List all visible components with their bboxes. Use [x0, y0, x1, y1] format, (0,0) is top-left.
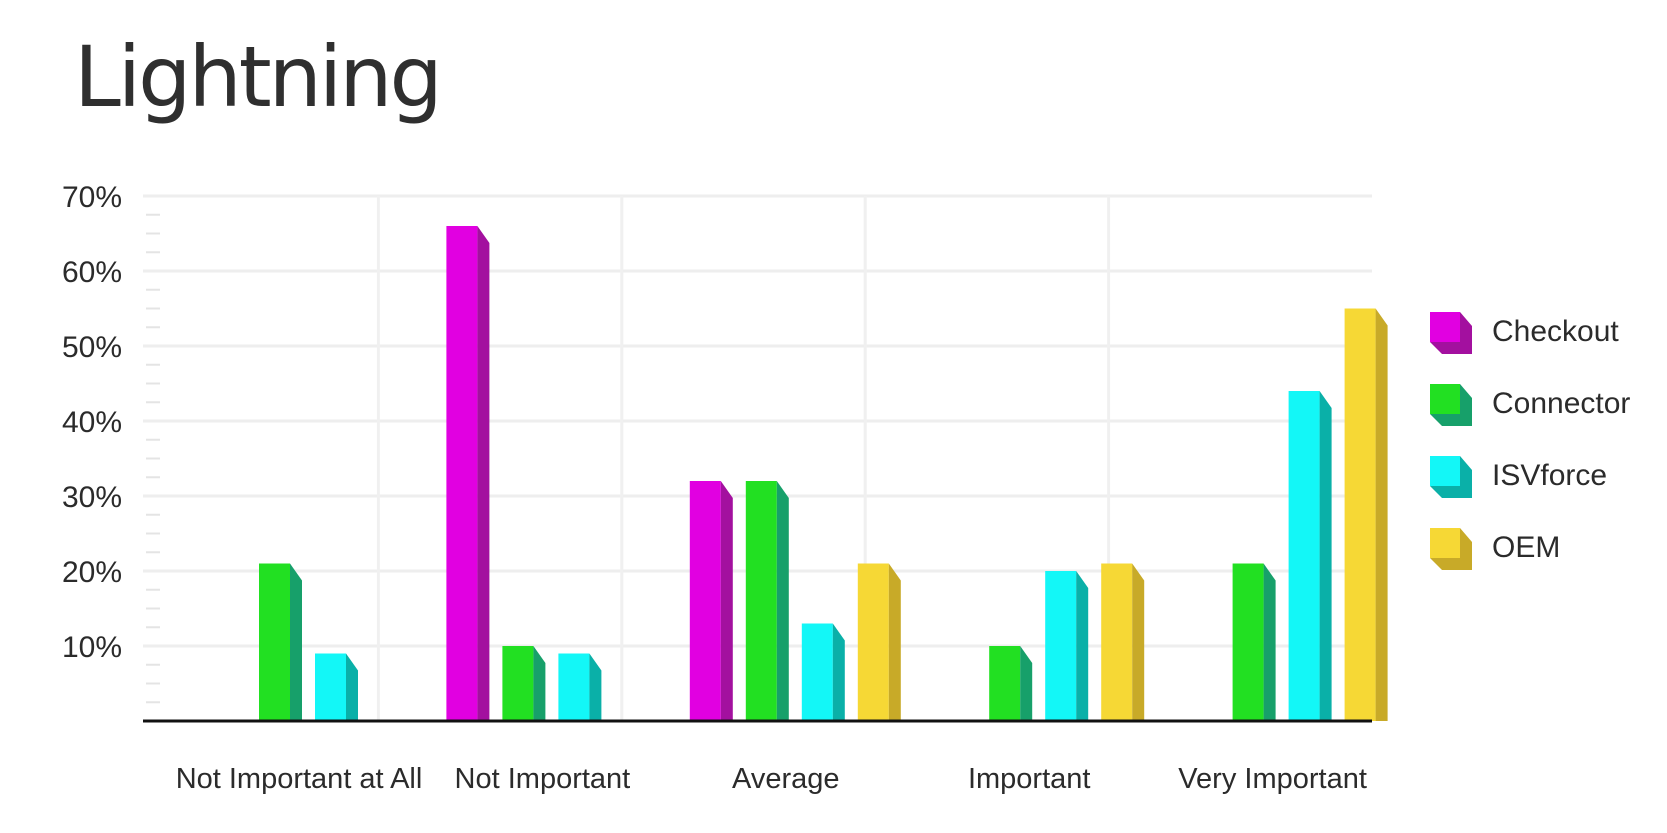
bar-front: [1101, 563, 1133, 721]
chart-title: Lightning: [74, 28, 443, 126]
legend-item: ISVforce: [1430, 456, 1607, 498]
bar: [1232, 563, 1276, 721]
bar: [1101, 563, 1145, 721]
y-tick-label: 50%: [62, 331, 122, 364]
bar-front: [989, 646, 1021, 721]
legend-swatch: [1430, 384, 1460, 414]
bar-side: [477, 226, 490, 721]
bar-front: [259, 563, 290, 721]
bars: [259, 226, 1388, 721]
bar: [1344, 308, 1388, 721]
x-category-label: Important: [968, 763, 1091, 795]
bar: [801, 623, 845, 721]
legend-swatch: [1430, 312, 1460, 342]
bar-front: [1344, 308, 1376, 721]
bar: [989, 646, 1033, 721]
legend-label: OEM: [1492, 531, 1560, 564]
bar-side: [1319, 391, 1332, 721]
bar: [1288, 391, 1332, 721]
bar: [857, 563, 901, 721]
legend-item: Connector: [1430, 384, 1630, 426]
bar-side: [1132, 563, 1145, 721]
bar: [689, 481, 733, 721]
y-tick-label: 60%: [62, 256, 122, 289]
y-tick-label: 30%: [62, 481, 122, 514]
bar-front: [689, 481, 721, 721]
bar-front: [745, 481, 777, 721]
legend-swatch-shade: [1430, 528, 1472, 570]
bar-front: [1288, 391, 1320, 721]
bar: [259, 563, 302, 721]
bar-front: [502, 646, 534, 721]
y-tick-label: 10%: [62, 631, 122, 664]
bar-side: [290, 563, 302, 721]
legend-label: Connector: [1492, 387, 1630, 420]
bar: [745, 481, 789, 721]
bar: [446, 226, 490, 721]
bar-side: [346, 653, 358, 721]
y-tick-label: 70%: [62, 181, 122, 214]
x-category-label: Not Important at All: [176, 763, 423, 795]
legend-item: OEM: [1430, 528, 1560, 570]
x-category-label: Average: [732, 763, 840, 795]
legend-swatch: [1430, 528, 1460, 558]
axes: 10% 20% 30% 40% 50% 60% 70% Not Important at Al…: [62, 181, 1372, 795]
bar-front: [315, 653, 346, 721]
bar-side: [832, 623, 845, 721]
y-tick-label: 20%: [62, 556, 122, 589]
legend-swatch-shade: [1430, 384, 1472, 426]
bar-front: [558, 653, 590, 721]
bar-front: [446, 226, 478, 721]
legend: Checkout Connector ISVforce OEM: [1430, 312, 1630, 570]
legend-swatch-shade: [1430, 312, 1472, 354]
legend-label: Checkout: [1492, 315, 1619, 348]
bar-side: [1020, 646, 1033, 721]
bar-side: [1076, 571, 1089, 721]
bar: [1045, 571, 1089, 721]
bar: [558, 653, 602, 721]
bar: [315, 653, 358, 721]
x-category-label: Very Important: [1178, 763, 1367, 795]
bar-front: [1232, 563, 1264, 721]
bar-front: [801, 623, 833, 721]
bar-front: [857, 563, 889, 721]
legend-swatch: [1430, 456, 1460, 486]
legend-item: Checkout: [1430, 312, 1619, 354]
bar-side: [720, 481, 733, 721]
x-category-label: Not Important: [455, 763, 631, 795]
bar-side: [533, 646, 546, 721]
bar-side: [1375, 308, 1388, 721]
legend-swatch-shade: [1430, 456, 1472, 498]
bar-side: [589, 653, 602, 721]
bar-side: [776, 481, 789, 721]
bar-front: [1045, 571, 1077, 721]
bar-side: [888, 563, 901, 721]
bar-side: [1263, 563, 1276, 721]
legend-label: ISVforce: [1492, 459, 1607, 492]
y-tick-label: 40%: [62, 406, 122, 439]
bar: [502, 646, 546, 721]
